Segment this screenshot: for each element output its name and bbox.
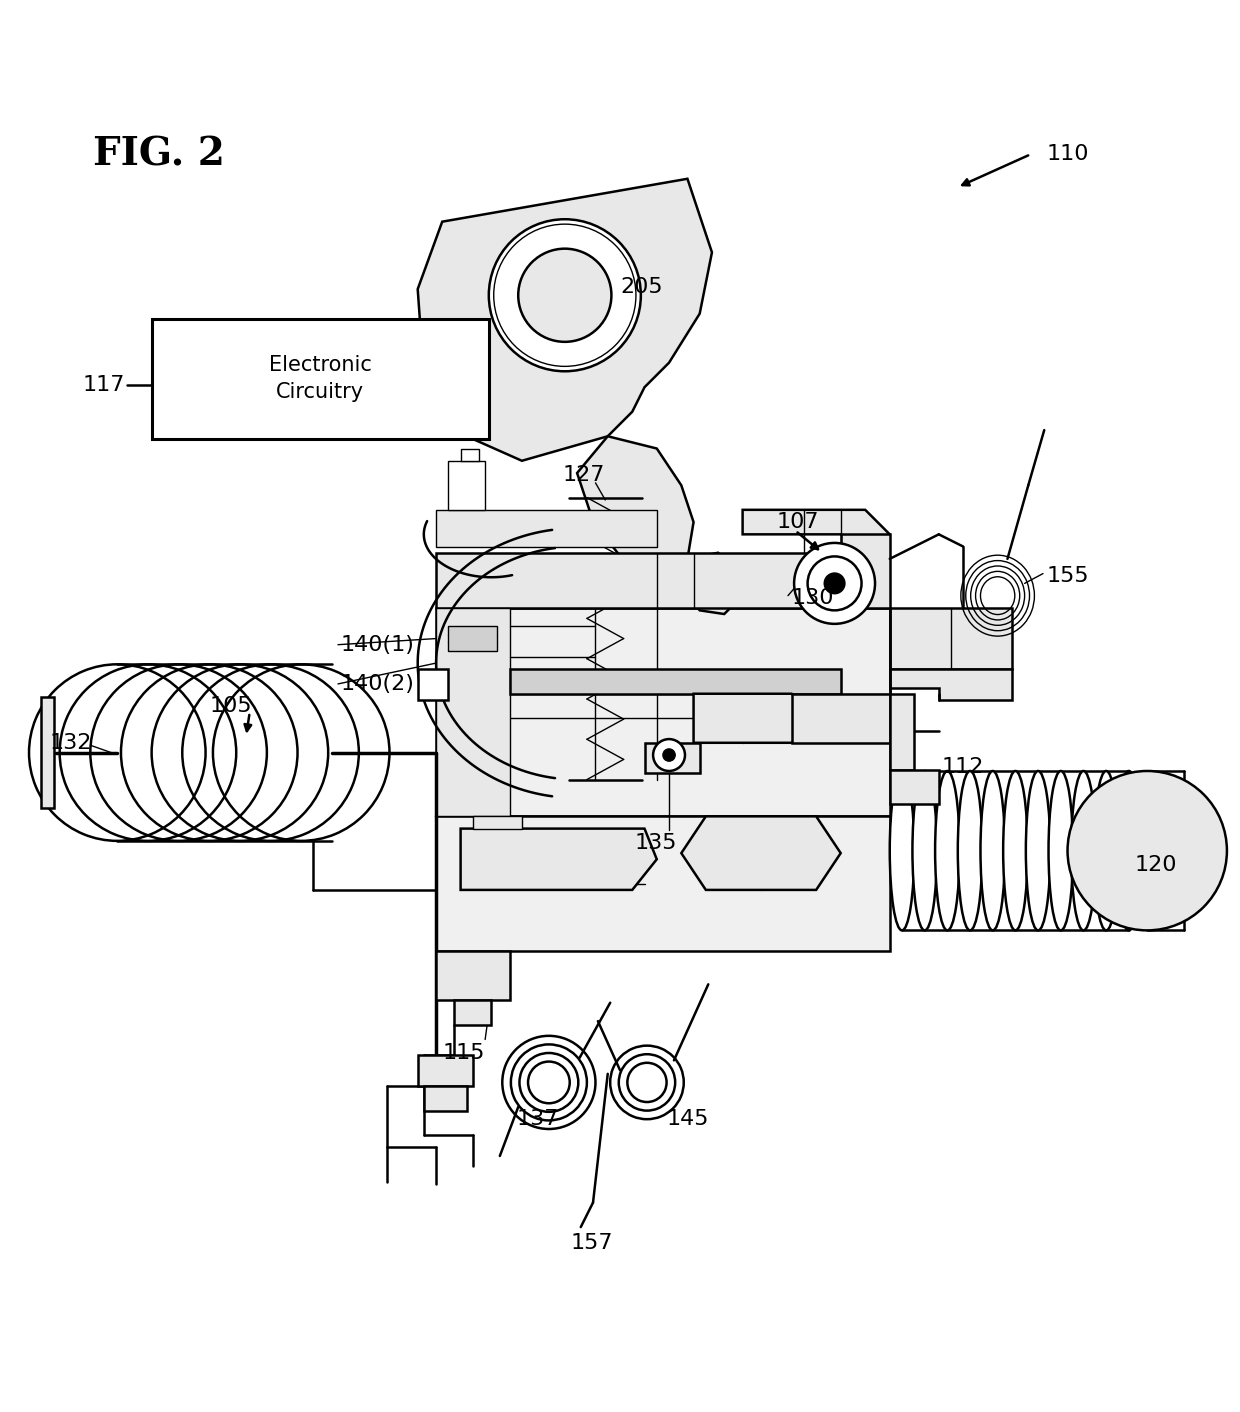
Text: 127: 127 <box>563 466 605 486</box>
Text: 132: 132 <box>50 733 92 753</box>
Circle shape <box>663 748 675 761</box>
Polygon shape <box>743 510 890 609</box>
Polygon shape <box>791 693 890 743</box>
Ellipse shape <box>981 771 1004 931</box>
FancyBboxPatch shape <box>151 319 489 439</box>
Text: 120: 120 <box>1135 856 1178 875</box>
Ellipse shape <box>890 771 914 931</box>
Polygon shape <box>510 669 841 693</box>
Circle shape <box>1068 771 1226 931</box>
Polygon shape <box>472 816 522 829</box>
Polygon shape <box>693 693 816 743</box>
Polygon shape <box>460 829 657 890</box>
Ellipse shape <box>1003 771 1028 931</box>
Text: FIG. 2: FIG. 2 <box>93 136 224 174</box>
Circle shape <box>825 573 844 593</box>
Circle shape <box>489 219 641 371</box>
Polygon shape <box>436 609 890 816</box>
Text: 137: 137 <box>517 1110 559 1130</box>
Text: 140(1): 140(1) <box>341 635 414 655</box>
Text: 112: 112 <box>941 757 983 777</box>
Polygon shape <box>418 1055 472 1086</box>
Polygon shape <box>890 669 1012 700</box>
Polygon shape <box>418 179 712 460</box>
Polygon shape <box>455 1000 491 1025</box>
Text: Electronic
Circuitry: Electronic Circuitry <box>269 356 372 402</box>
Text: 130: 130 <box>791 589 835 609</box>
Polygon shape <box>681 816 841 890</box>
Polygon shape <box>841 534 890 609</box>
Ellipse shape <box>1025 771 1050 931</box>
Ellipse shape <box>935 771 960 931</box>
Text: 157: 157 <box>570 1233 614 1252</box>
Polygon shape <box>418 669 449 700</box>
Ellipse shape <box>1071 771 1096 931</box>
Circle shape <box>518 249 611 342</box>
Polygon shape <box>460 449 479 460</box>
Polygon shape <box>449 627 497 651</box>
Circle shape <box>807 556 862 610</box>
Text: 115: 115 <box>443 1043 485 1063</box>
Polygon shape <box>424 1086 466 1111</box>
Polygon shape <box>890 693 914 770</box>
Text: 155: 155 <box>1047 566 1089 586</box>
Circle shape <box>653 738 684 771</box>
Polygon shape <box>890 770 939 803</box>
Polygon shape <box>41 698 53 808</box>
Text: 110: 110 <box>1047 144 1089 164</box>
Polygon shape <box>577 436 693 578</box>
Circle shape <box>494 225 636 366</box>
Text: 135: 135 <box>635 833 677 853</box>
Polygon shape <box>436 952 510 1000</box>
Circle shape <box>794 544 875 624</box>
Ellipse shape <box>1116 771 1141 931</box>
Polygon shape <box>436 552 866 609</box>
Polygon shape <box>687 552 743 614</box>
Text: 107: 107 <box>777 513 820 532</box>
Ellipse shape <box>1094 771 1118 931</box>
Ellipse shape <box>913 771 937 931</box>
Polygon shape <box>645 743 699 774</box>
Text: 145: 145 <box>667 1110 709 1130</box>
Polygon shape <box>890 609 1012 669</box>
Text: 205: 205 <box>620 277 662 297</box>
Text: 140(2): 140(2) <box>341 674 414 693</box>
Ellipse shape <box>1049 771 1073 931</box>
Polygon shape <box>436 609 510 816</box>
Polygon shape <box>449 460 485 510</box>
Text: 117: 117 <box>83 374 125 395</box>
Polygon shape <box>436 510 657 546</box>
Ellipse shape <box>957 771 982 931</box>
Polygon shape <box>436 816 890 952</box>
Text: 105: 105 <box>210 696 252 716</box>
